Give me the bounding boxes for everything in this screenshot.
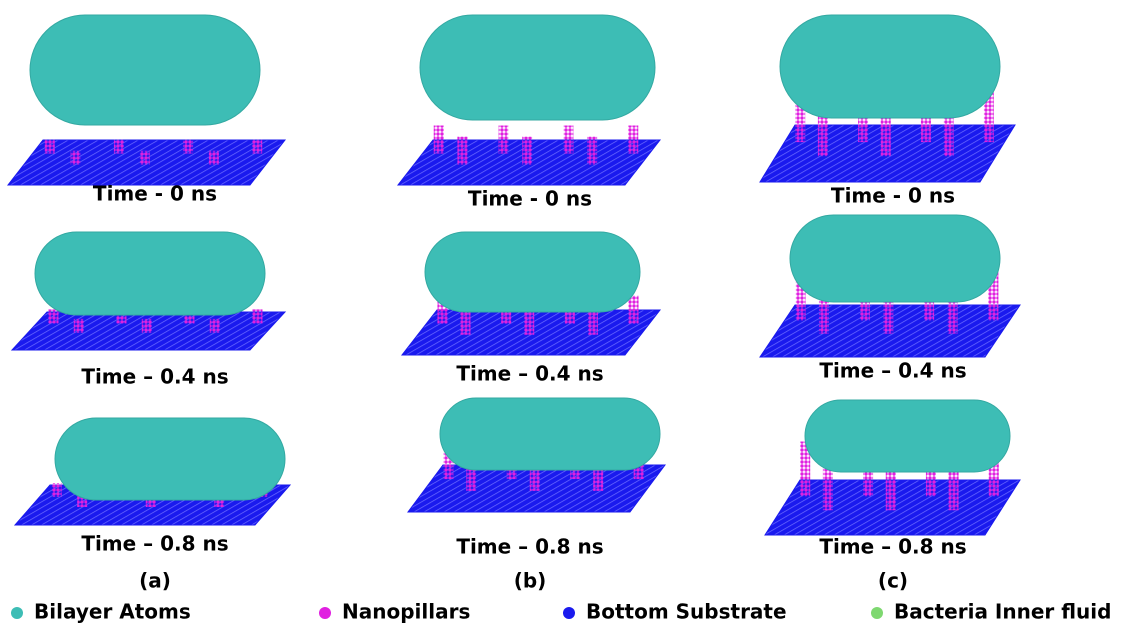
time-caption: Time - 0 ns bbox=[831, 184, 955, 208]
nanopillar bbox=[457, 137, 467, 165]
bilayer-capsule bbox=[440, 398, 660, 470]
nanopillar bbox=[209, 151, 219, 165]
time-caption: Time – 0.4 ns bbox=[819, 359, 966, 383]
bilayer-capsule bbox=[780, 15, 1000, 118]
nanopillar bbox=[45, 140, 55, 154]
nanopillar bbox=[629, 296, 639, 324]
nanopillar bbox=[140, 151, 150, 165]
legend-label: Nanopillars bbox=[342, 600, 470, 624]
time-caption: Time – 0.4 ns bbox=[81, 365, 228, 389]
nanopillar bbox=[434, 126, 444, 154]
legend-marker bbox=[319, 607, 331, 619]
nanopillar bbox=[628, 126, 638, 154]
legend-marker bbox=[11, 607, 23, 619]
bilayer-capsule bbox=[805, 400, 1010, 472]
nanopillar bbox=[52, 483, 62, 497]
panel-label: (a) bbox=[139, 569, 171, 593]
legend-label: Bilayer Atoms bbox=[34, 600, 191, 624]
nanopillar bbox=[563, 126, 573, 154]
figure: Time - 0 ns Time – 0.4 ns Time – 0.8 ns (a)… bbox=[0, 0, 1130, 629]
bilayer-capsule bbox=[55, 418, 285, 500]
time-caption: Time – 0.8 ns bbox=[456, 535, 603, 559]
nanopillar bbox=[253, 309, 263, 323]
bilayer-capsule bbox=[35, 232, 265, 315]
bilayer-capsule bbox=[420, 15, 655, 120]
legend-marker bbox=[871, 607, 883, 619]
nanopillar bbox=[71, 151, 81, 165]
nanopillar bbox=[522, 137, 532, 165]
panel-label: (b) bbox=[514, 569, 547, 593]
time-caption: Time - 0 ns bbox=[93, 182, 217, 206]
time-caption: Time – 0.8 ns bbox=[81, 532, 228, 556]
bilayer-capsule bbox=[30, 15, 260, 125]
nanopillar bbox=[252, 140, 262, 154]
nanopillar bbox=[74, 319, 84, 333]
nanopillar bbox=[49, 309, 59, 323]
nanopillar bbox=[210, 319, 220, 333]
nanopillar bbox=[142, 319, 152, 333]
legend-label: Bacteria Inner fluid bbox=[894, 600, 1111, 624]
nanopillar bbox=[183, 140, 193, 154]
time-caption: Time – 0.8 ns bbox=[819, 535, 966, 559]
legend-marker bbox=[563, 607, 575, 619]
time-caption: Time – 0.4 ns bbox=[456, 362, 603, 386]
panel-label: (c) bbox=[878, 569, 908, 593]
legend-label: Bottom Substrate bbox=[586, 600, 787, 624]
nanopillar bbox=[499, 126, 509, 154]
bilayer-capsule bbox=[425, 232, 640, 312]
bilayer-capsule bbox=[790, 215, 1000, 302]
nanopillar bbox=[114, 140, 124, 154]
time-caption: Time - 0 ns bbox=[468, 187, 592, 211]
nanopillar bbox=[587, 137, 597, 165]
